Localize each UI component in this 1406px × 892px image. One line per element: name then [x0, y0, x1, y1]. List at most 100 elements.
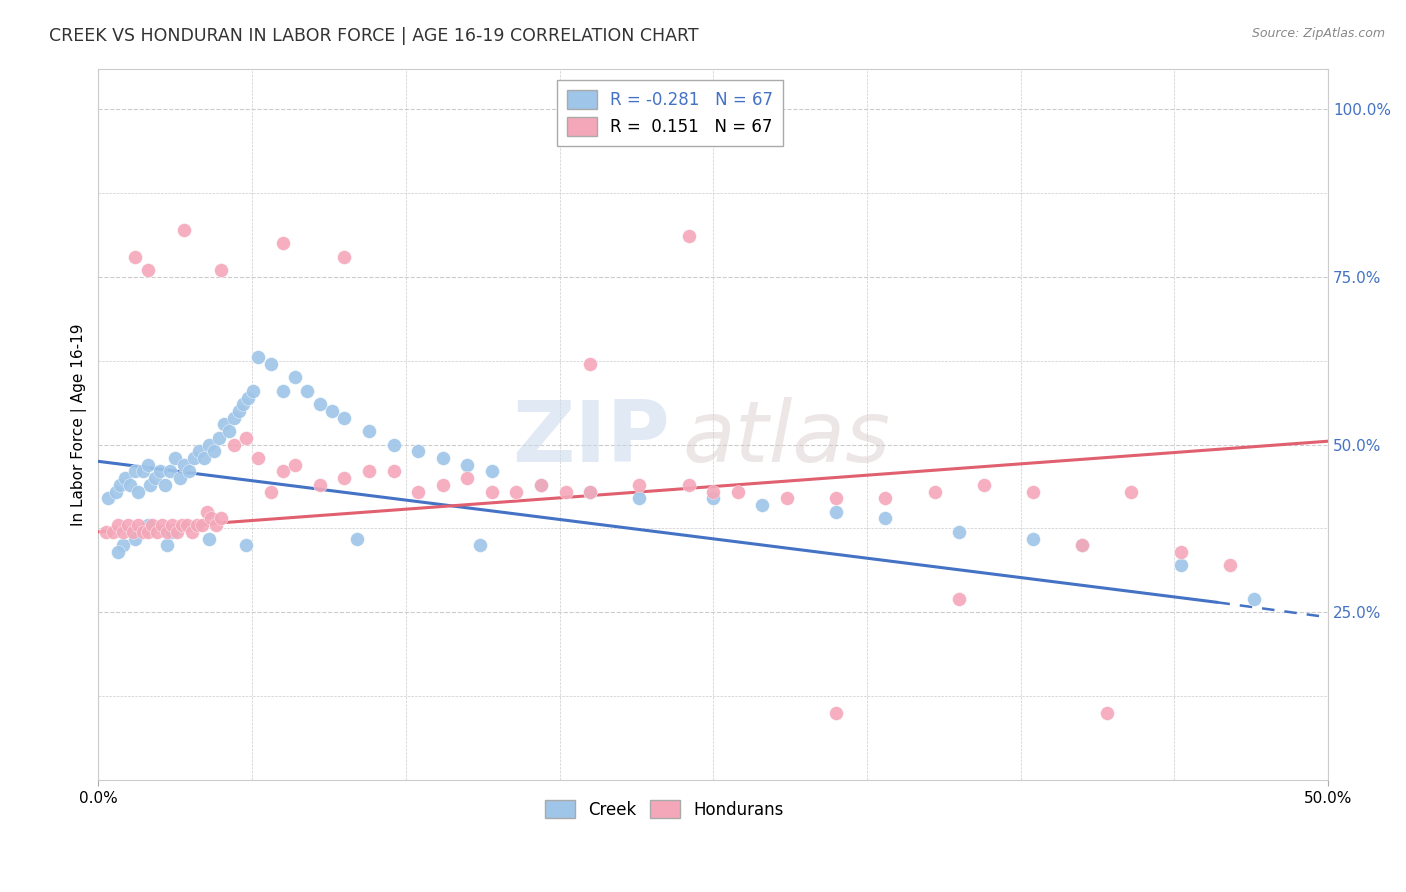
- Point: [222, 437, 245, 451]
- Point: [131, 524, 153, 539]
- Point: [228, 404, 250, 418]
- Point: [208, 431, 231, 445]
- Point: [110, 478, 132, 492]
- Point: [948, 592, 970, 607]
- Point: [121, 524, 143, 539]
- Point: [179, 464, 201, 478]
- Point: [205, 518, 228, 533]
- Point: [163, 450, 186, 465]
- Point: [628, 478, 651, 492]
- Point: [127, 484, 149, 499]
- Point: [235, 431, 257, 445]
- Point: [1022, 484, 1045, 499]
- Point: [284, 370, 307, 384]
- Point: [120, 478, 142, 492]
- Point: [432, 450, 454, 465]
- Point: [579, 357, 602, 371]
- Point: [284, 458, 307, 472]
- Point: [308, 478, 330, 492]
- Point: [195, 505, 218, 519]
- Point: [160, 524, 183, 539]
- Point: [141, 518, 163, 533]
- Point: [193, 450, 215, 465]
- Point: [127, 518, 149, 533]
- Point: [186, 518, 208, 533]
- Point: [209, 263, 232, 277]
- Point: [238, 391, 260, 405]
- Point: [117, 518, 139, 533]
- Point: [104, 484, 127, 499]
- Point: [308, 397, 330, 411]
- Point: [156, 538, 179, 552]
- Point: [346, 532, 368, 546]
- Point: [188, 444, 211, 458]
- Point: [333, 250, 356, 264]
- Point: [271, 384, 294, 398]
- Point: [924, 484, 946, 499]
- Point: [825, 505, 848, 519]
- Point: [456, 458, 478, 472]
- Point: [1071, 538, 1094, 552]
- Legend: Creek, Hondurans: Creek, Hondurans: [538, 793, 790, 825]
- Point: [180, 524, 202, 539]
- Point: [131, 464, 153, 478]
- Point: [146, 524, 169, 539]
- Point: [554, 484, 576, 499]
- Point: [198, 532, 221, 546]
- Point: [357, 424, 380, 438]
- Point: [875, 511, 897, 525]
- Point: [169, 471, 191, 485]
- Point: [357, 464, 380, 478]
- Point: [136, 518, 159, 533]
- Point: [432, 478, 454, 492]
- Point: [124, 464, 146, 478]
- Point: [259, 484, 281, 499]
- Point: [247, 351, 270, 365]
- Point: [153, 478, 176, 492]
- Point: [101, 524, 124, 539]
- Point: [190, 518, 212, 533]
- Point: [1219, 558, 1241, 573]
- Point: [776, 491, 799, 506]
- Text: ZIP: ZIP: [512, 397, 671, 480]
- Point: [297, 384, 319, 398]
- Point: [321, 404, 343, 418]
- Point: [505, 484, 527, 499]
- Point: [149, 464, 172, 478]
- Point: [825, 491, 848, 506]
- Text: Source: ZipAtlas.com: Source: ZipAtlas.com: [1251, 27, 1385, 40]
- Point: [1121, 484, 1143, 499]
- Point: [111, 524, 134, 539]
- Point: [481, 464, 503, 478]
- Point: [198, 437, 221, 451]
- Y-axis label: In Labor Force | Age 16-19: In Labor Force | Age 16-19: [72, 323, 87, 525]
- Point: [1095, 706, 1118, 720]
- Point: [218, 424, 240, 438]
- Point: [212, 417, 235, 432]
- Point: [751, 498, 773, 512]
- Point: [159, 464, 181, 478]
- Point: [170, 518, 193, 533]
- Point: [727, 484, 749, 499]
- Point: [136, 263, 159, 277]
- Point: [456, 471, 478, 485]
- Point: [124, 532, 146, 546]
- Point: [160, 518, 183, 533]
- Point: [139, 478, 162, 492]
- Point: [628, 491, 651, 506]
- Point: [875, 491, 897, 506]
- Point: [94, 524, 117, 539]
- Point: [176, 518, 198, 533]
- Point: [232, 397, 254, 411]
- Point: [530, 478, 553, 492]
- Text: atlas: atlas: [682, 397, 890, 480]
- Point: [114, 471, 136, 485]
- Point: [468, 538, 491, 552]
- Point: [242, 384, 264, 398]
- Point: [124, 250, 146, 264]
- Point: [702, 484, 724, 499]
- Point: [247, 450, 270, 465]
- Point: [382, 437, 405, 451]
- Point: [235, 538, 257, 552]
- Point: [259, 357, 281, 371]
